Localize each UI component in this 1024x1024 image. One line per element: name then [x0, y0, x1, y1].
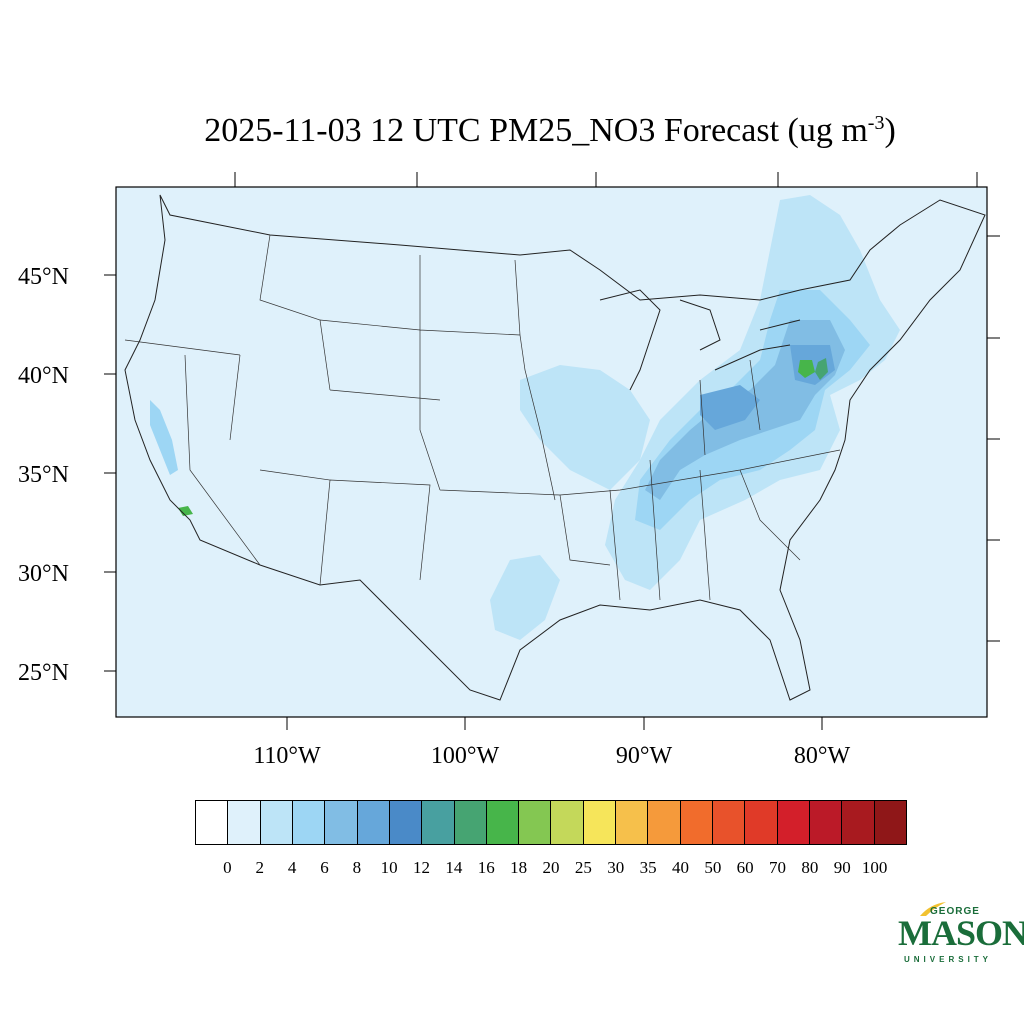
colorbar-swatch: [260, 801, 293, 844]
colorbar-label: 100: [861, 858, 888, 877]
colorbar-swatch: [842, 801, 875, 844]
colorbar-swatch: [519, 801, 552, 844]
california-light: [150, 400, 178, 475]
lon-label-80: 80°W: [794, 743, 851, 769]
colorbar-label: 16: [477, 858, 495, 877]
colorbar-swatch: [551, 801, 584, 844]
colorbar-swatch: [745, 801, 778, 844]
colorbar-label: 0: [223, 858, 232, 877]
colorbar-label: 6: [320, 858, 329, 877]
us-outline: [124, 194, 986, 701]
colorbar-swatch: [389, 801, 423, 844]
colorbar-swatch: [422, 801, 455, 844]
colorbar-swatch: [648, 801, 681, 844]
title-text: 2025-11-03 12 UTC PM25_NO3 Forecast (ug …: [204, 112, 868, 149]
colorbar-label: 35: [639, 858, 657, 877]
title-close: ): [884, 112, 896, 149]
lon-label-110: 110°W: [253, 743, 321, 769]
state-lines: [124, 234, 841, 601]
concentration-field: [150, 195, 900, 640]
lon-label-90: 90°W: [616, 743, 673, 769]
colorbar-swatch: [228, 801, 261, 844]
colorbar-swatch: [616, 801, 649, 844]
pa-hotspot: [798, 360, 815, 378]
colorbar: [195, 800, 907, 845]
logo-swoosh-icon: [920, 902, 946, 916]
lat-label-25: 25°N: [18, 660, 69, 686]
lat-label-40: 40°N: [18, 363, 69, 389]
logo-george: GEORGE: [930, 906, 980, 917]
colorbar-label: 12: [413, 858, 431, 877]
lon-axis: [234, 172, 978, 730]
colorbar-swatch: [809, 801, 843, 844]
lon-label-100: 100°W: [431, 743, 500, 769]
great-lakes: [599, 289, 801, 391]
pa-hotspot-2: [815, 358, 828, 380]
colorbar-label: 70: [769, 858, 787, 877]
texas-light: [490, 555, 560, 640]
colorbar-swatch: [454, 801, 487, 844]
colorbar-label: 25: [574, 858, 592, 877]
logo-mason: MASON: [898, 913, 1024, 953]
colorbar-label: 4: [287, 858, 297, 877]
colorbar-label: 30: [607, 858, 625, 877]
colorbar-label: 50: [704, 858, 722, 877]
colorbar-swatch: [357, 801, 390, 844]
colorbar-label: 2: [255, 858, 264, 877]
colorbar-swatch: [874, 801, 906, 844]
midwest-light: [520, 365, 650, 490]
colorbar-swatch: [486, 801, 520, 844]
colorbar-swatch: [713, 801, 746, 844]
chart-title: 2025-11-03 12 UTC PM25_NO3 Forecast (ug …: [0, 112, 1024, 150]
colorbar-label: 20: [542, 858, 560, 877]
colorbar-label: 18: [510, 858, 528, 877]
lat-axis: [104, 235, 1000, 672]
la-hotspot: [178, 506, 193, 516]
gmu-logo: GEORGE MASON UNIVERSITY: [898, 900, 1024, 970]
title-exponent: -3: [867, 112, 885, 134]
lat-label-30: 30°N: [18, 561, 69, 587]
colorbar-swatch: [583, 801, 617, 844]
colorbar-label: 90: [833, 858, 851, 877]
colorbar-swatch: [680, 801, 713, 844]
colorbar-swatch: [325, 801, 358, 844]
lat-label-35: 35°N: [18, 462, 69, 488]
colorbar-label: 60: [736, 858, 754, 877]
logo-university: UNIVERSITY: [904, 955, 993, 964]
boundaries: [124, 194, 986, 701]
colorbar-label: 40: [671, 858, 689, 877]
colorbar-swatch: [777, 801, 810, 844]
colorbar-label: 10: [380, 858, 398, 877]
ohio-core: [700, 385, 760, 430]
colorbar-swatch: [196, 801, 229, 844]
colorbar-labels: 0 2 4 6 8 10 12 14 16 18 20 25 30 35 40 50 60 70 80 90 100: [195, 858, 907, 878]
lat-label-45: 45°N: [18, 264, 69, 290]
colorbar-label: 8: [352, 858, 362, 877]
colorbar-swatch: [292, 801, 326, 844]
colorbar-label: 80: [801, 858, 819, 877]
colorbar-label: 14: [445, 858, 463, 877]
